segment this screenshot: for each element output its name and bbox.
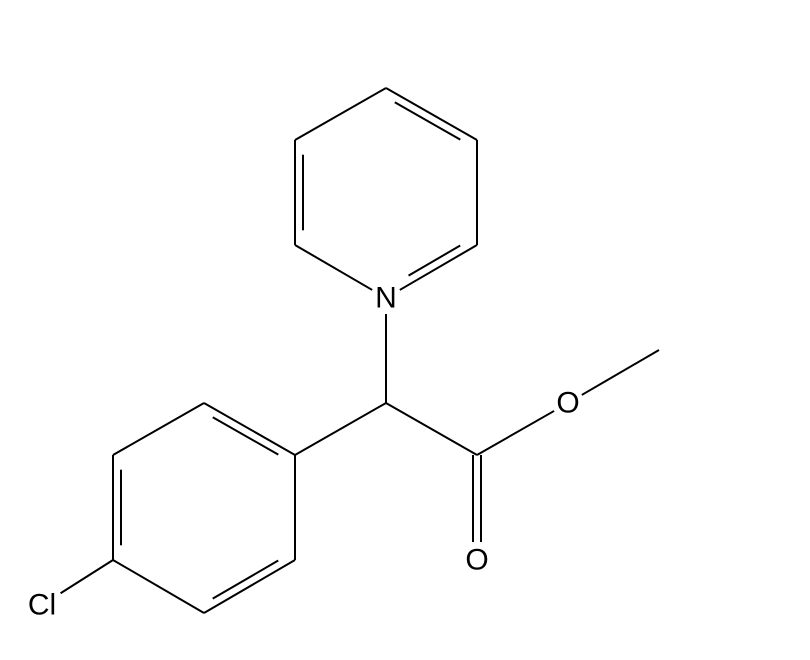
atom-label-cl: Cl bbox=[28, 589, 56, 622]
atom-label-n: N bbox=[375, 282, 397, 315]
atom-label-o: O bbox=[465, 544, 488, 577]
atom-label-o: O bbox=[556, 387, 579, 420]
molecule-diagram: N Cl O O bbox=[0, 0, 810, 660]
